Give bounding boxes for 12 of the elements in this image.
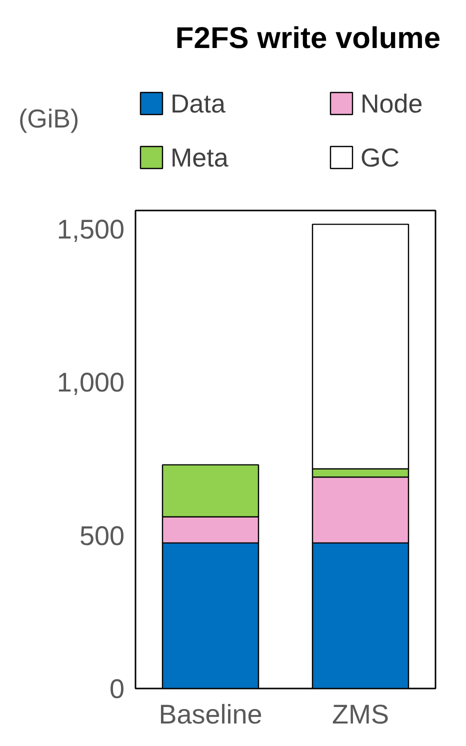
x-tick-label: ZMS: [332, 700, 390, 730]
y-axis-title: (GiB): [18, 104, 80, 134]
chart-title: F2FS write volume: [175, 22, 441, 55]
y-tick-label: 0: [109, 674, 125, 704]
y-tick-label: 1,500: [56, 214, 125, 244]
legend-label: Meta: [170, 142, 229, 172]
x-tick-label: Baseline: [158, 700, 262, 730]
y-tick-label: 1,000: [56, 368, 125, 398]
legend-label: Data: [170, 88, 226, 118]
legend-label: Node: [360, 88, 423, 118]
y-tick-label: 500: [79, 520, 125, 551]
legend-label: GC: [360, 142, 400, 172]
